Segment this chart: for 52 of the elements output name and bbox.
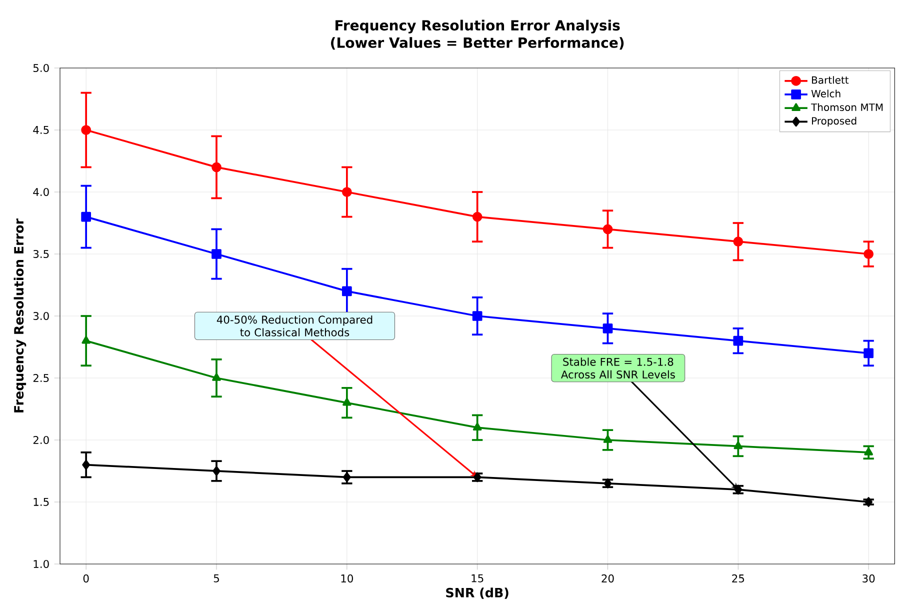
x-tick-label: 25 bbox=[732, 574, 744, 582]
x-axis-title: SNR (dB) bbox=[446, 588, 508, 599]
point bbox=[212, 162, 222, 172]
y-tick-label: 3.0 bbox=[33, 312, 49, 320]
point bbox=[472, 212, 482, 222]
point bbox=[604, 478, 612, 488]
y-tick-label: 1.0 bbox=[34, 560, 49, 568]
x-tick-label: 30 bbox=[862, 574, 875, 582]
point bbox=[602, 224, 613, 234]
point bbox=[864, 497, 873, 507]
x-tick-label: 20 bbox=[602, 574, 614, 582]
x-tick-label: 0 bbox=[83, 574, 89, 582]
point bbox=[733, 336, 744, 346]
x-tick-label: 15 bbox=[472, 574, 484, 582]
point bbox=[81, 125, 92, 135]
y-tick-label: 4.5 bbox=[33, 126, 49, 134]
chart-title: Frequency Resolution Error Analysis bbox=[336, 20, 620, 34]
point bbox=[864, 348, 874, 358]
x-tick-label: 5 bbox=[214, 574, 219, 582]
point bbox=[342, 286, 352, 296]
point bbox=[212, 466, 220, 476]
y-tick-label: 3.5 bbox=[33, 250, 49, 258]
annotation: 40-50% Reduction Compared to Classical Methods bbox=[216, 315, 372, 336]
point bbox=[472, 311, 482, 321]
y-tick-label: 2.0 bbox=[33, 436, 49, 444]
chart-subtitle: (Lower Values = Better Performance) bbox=[331, 37, 624, 50]
y-tick-label: 5.0 bbox=[33, 64, 49, 72]
point bbox=[734, 441, 743, 450]
legend-label: Thomson MTM bbox=[811, 103, 883, 112]
point bbox=[212, 249, 222, 259]
point bbox=[342, 472, 351, 482]
point bbox=[82, 460, 90, 470]
x-tick-label: 10 bbox=[341, 574, 353, 582]
point bbox=[864, 249, 874, 259]
y-tick-label: 1.5 bbox=[34, 498, 49, 506]
y-tick-label: 4.0 bbox=[33, 188, 49, 196]
point bbox=[342, 398, 352, 406]
point bbox=[473, 472, 482, 482]
point bbox=[342, 187, 352, 197]
point bbox=[212, 373, 221, 381]
legend-label: Bartlett bbox=[812, 76, 849, 84]
point bbox=[602, 323, 613, 334]
point bbox=[603, 435, 612, 443]
legend-label: Proposed bbox=[812, 116, 856, 127]
point bbox=[81, 212, 92, 222]
y-axis-title: Frequency Resolution Error bbox=[14, 218, 26, 412]
point bbox=[472, 422, 482, 431]
y-tick-label: 2.5 bbox=[33, 374, 49, 382]
annotation: Stable FRE = 1.5-1.8 Across All SNR Levels bbox=[561, 358, 675, 379]
point bbox=[82, 336, 90, 344]
point bbox=[733, 236, 744, 247]
legend-label: Welch bbox=[811, 90, 840, 98]
